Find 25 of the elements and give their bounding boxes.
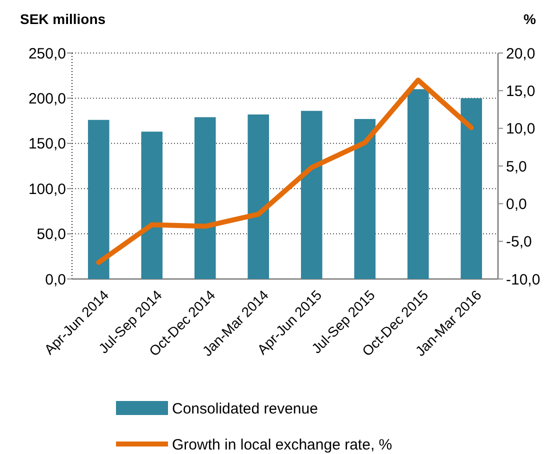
- bar: [300, 110, 322, 279]
- y2-tick-label: 0,0: [506, 196, 527, 213]
- y2-tick-label: 20,0: [506, 45, 536, 62]
- y2-tick-label: 15,0: [506, 82, 536, 100]
- y2-tick-label: -10,0: [506, 271, 540, 288]
- y-tick-label: 250,0: [28, 45, 66, 62]
- bar: [141, 132, 163, 279]
- y2-tick-label: 10,0: [506, 120, 536, 138]
- y2-tick-label: -5,0: [506, 234, 532, 251]
- y-tick-label: 0,0: [45, 271, 66, 288]
- y-axis-title: SEK millions: [20, 11, 106, 27]
- y-tick-label: 50,0: [36, 226, 66, 244]
- legend-label: Consolidated revenue: [172, 400, 318, 418]
- y2-tick-label: 5,0: [506, 158, 527, 176]
- y-tick-label: 150,0: [28, 136, 66, 153]
- y2-axis-title: %: [524, 11, 537, 27]
- bar: [194, 117, 216, 279]
- bar: [354, 118, 376, 279]
- y-tick-label: 200,0: [28, 90, 66, 108]
- y-tick-label: 100,0: [28, 180, 66, 198]
- legend-label: Growth in local exchange rate, %: [172, 436, 392, 454]
- bar: [248, 114, 270, 279]
- bar: [460, 98, 482, 279]
- bar: [88, 120, 110, 279]
- bar: [407, 89, 429, 279]
